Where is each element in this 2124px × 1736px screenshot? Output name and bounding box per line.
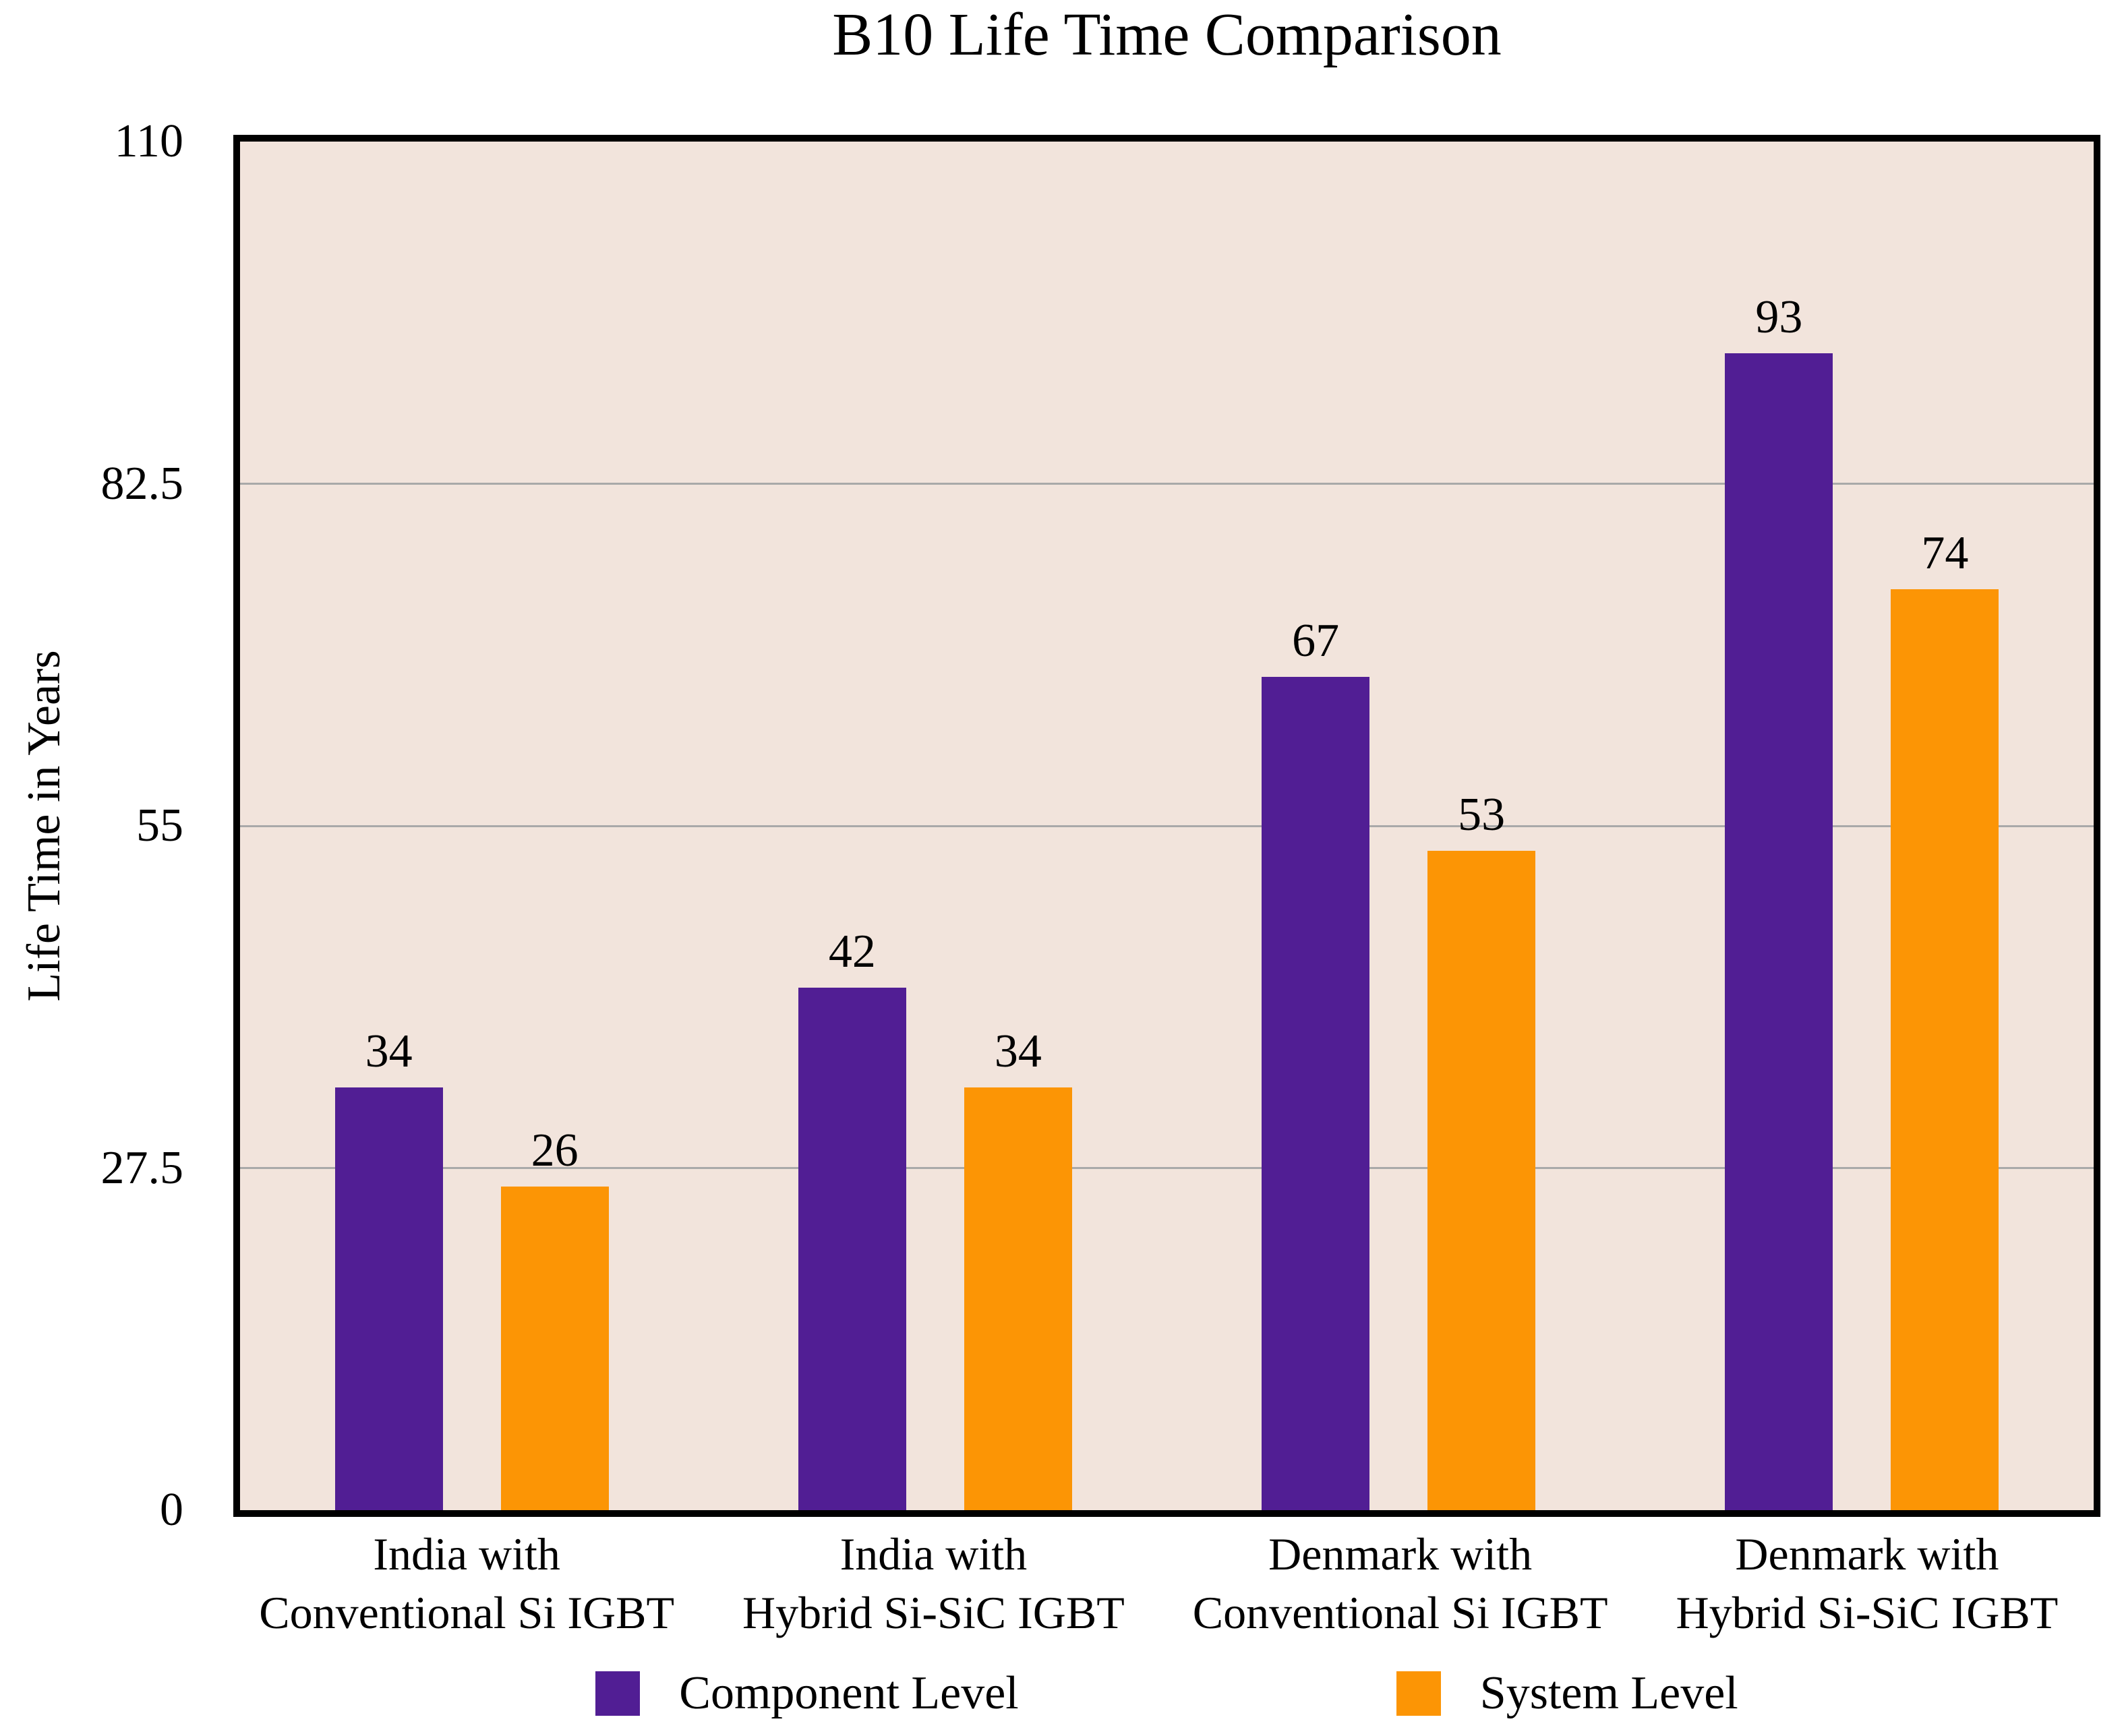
y-tick-label: 110 — [114, 115, 183, 167]
bar-value-label: 74 — [1921, 527, 1969, 580]
gridline — [240, 825, 2094, 827]
x-category-label: India with Conventional Si IGBT — [259, 1528, 674, 1639]
bar-system-level — [1427, 850, 1536, 1510]
bar-system-level — [964, 1087, 1072, 1510]
legend-swatch-system-level — [1396, 1671, 1441, 1716]
bar-component-level — [1262, 676, 1370, 1510]
bar-component-level — [334, 1087, 443, 1510]
legend-item-system-level: System Level — [1396, 1667, 1738, 1720]
bar-value-label: 67 — [1292, 614, 1340, 667]
y-tick-label: 0 — [160, 1484, 183, 1536]
y-tick-label: 82.5 — [100, 457, 184, 510]
bar-value-label: 34 — [365, 1025, 413, 1077]
bar-value-label: 26 — [531, 1125, 579, 1177]
gridline — [240, 1167, 2094, 1169]
x-category-label: Denmark with Conventional Si IGBT — [1192, 1528, 1608, 1639]
legend-swatch-component-level — [595, 1671, 641, 1716]
legend-item-component-level: Component Level — [595, 1667, 1019, 1720]
plot-area: 34 26 42 34 67 53 93 74 — [233, 135, 2100, 1517]
bar-component-level — [798, 987, 906, 1510]
bar-value-label: 34 — [994, 1025, 1042, 1077]
x-category-label: Denmark with Hybrid Si-SiC IGBT — [1676, 1528, 2059, 1639]
y-axis-title: Life Time in Years — [18, 650, 70, 1002]
gridline — [240, 483, 2094, 485]
x-category-label: India with Hybrid Si-SiC IGBT — [742, 1528, 1125, 1639]
bar-system-level — [1891, 589, 1999, 1510]
bar-value-label: 42 — [828, 925, 876, 978]
y-tick-label: 27.5 — [100, 1141, 184, 1194]
legend-label: System Level — [1479, 1667, 1738, 1719]
bar-component-level — [1725, 353, 1833, 1510]
legend-label: Component Level — [679, 1667, 1019, 1719]
bar-system-level — [500, 1187, 609, 1510]
bar-value-label: 53 — [1458, 788, 1506, 841]
chart-title: B10 Life Time Comparison — [832, 1, 1502, 68]
legend: Component Level System Level — [233, 1667, 2100, 1720]
y-tick-label: 55 — [136, 800, 183, 851]
bar-value-label: 93 — [1755, 291, 1803, 343]
